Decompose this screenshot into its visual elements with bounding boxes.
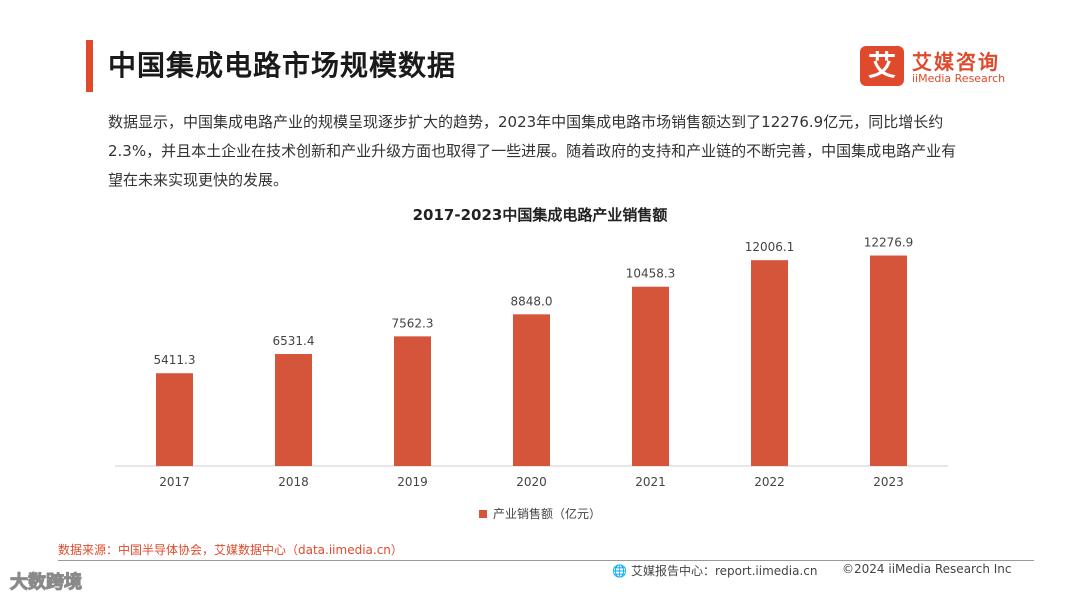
data-label-2019: 7562.3 [392,316,434,330]
x-tick-2018: 2018 [278,475,309,489]
data-label-2023: 12276.9 [864,236,914,250]
footer-copyright: ©2024 iiMedia Research Inc [842,562,1012,576]
brand-logo: 艾 艾媒咨询 iiMedia Research [860,46,1020,90]
bar-2017 [156,373,193,466]
bar-2019 [394,336,431,466]
x-tick-2019: 2019 [397,475,428,489]
bar-2022 [751,260,788,466]
footer-divider [58,560,1034,561]
chart-legend: 产业销售额（亿元） [0,505,1080,522]
data-label-2021: 10458.3 [626,267,676,281]
logo-name-cn: 艾媒咨询 [912,50,1000,74]
footer-report-text: 艾媒报告中心：report.iimedia.cn [630,564,818,578]
legend-swatch [478,510,487,518]
x-tick-2023: 2023 [873,475,904,489]
x-tick-2020: 2020 [516,475,547,489]
data-label-2017: 5411.3 [154,353,196,367]
data-source: 数据来源：中国半导体协会，艾媒数据中心（data.iimedia.cn） [58,543,403,557]
page-title: 中国集成电路市场规模数据 [108,49,457,82]
bar-2018 [275,354,312,466]
x-tick-2021: 2021 [635,475,666,489]
bar-2023 [870,255,907,466]
logo-mark-icon: 艾 [860,46,904,86]
logo-name-en: iiMedia Research [912,72,1006,85]
title-accent-bar [86,40,93,92]
bar-2021 [632,286,669,466]
legend-label: 产业销售额（亿元） [492,507,601,521]
chart-title: 2017-2023中国集成电路产业销售额 [412,206,668,224]
footer-report-center: 🌐 艾媒报告中心：report.iimedia.cn [612,562,817,579]
x-tick-2017: 2017 [159,475,190,489]
data-label-2020: 8848.0 [511,294,553,308]
x-tick-2022: 2022 [754,475,785,489]
globe-icon: 🌐 [612,564,627,578]
data-label-2022: 12006.1 [745,240,795,254]
bar-2020 [513,314,550,466]
data-label-2018: 6531.4 [273,334,315,348]
description-paragraph: 数据显示，中国集成电路产业的规模呈现逐步扩大的趋势，2023年中国集成电路市场销… [108,113,957,189]
watermark: 大数跨境 [10,572,83,594]
